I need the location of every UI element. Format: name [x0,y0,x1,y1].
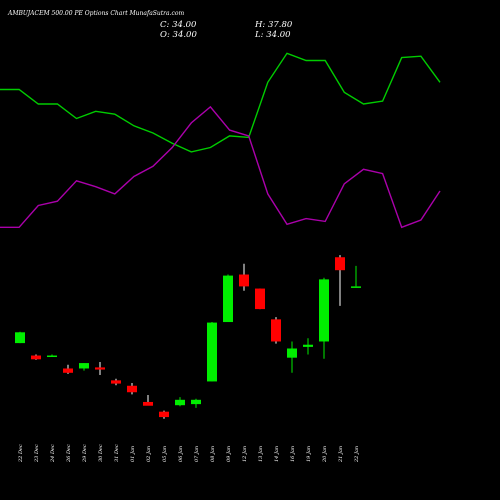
candle [239,263,249,291]
candle-body [31,355,41,360]
candle-body [127,385,137,393]
candle-body [175,399,185,406]
candle-body [143,401,153,406]
candle-body [47,355,57,358]
indicator-line-magenta [0,105,441,229]
candle-body [79,363,89,369]
x-tick-label: 20 Jan [322,446,328,463]
candle [319,277,329,359]
candle [351,265,361,288]
x-tick-label: 22 Jan [354,446,360,463]
candle-body [95,367,105,370]
candle [31,354,41,360]
x-tick-label: 16 Jan [290,446,296,462]
x-tick-label: 24 Dec [50,444,56,463]
x-tick-label: 06 Jan [178,446,184,462]
low-value: L: 34.00 [254,30,291,40]
x-tick-label: 14 Jan [274,446,280,462]
x-tick-label: 13 Jan [258,446,264,462]
candle [335,255,345,306]
x-tick-label: 01 Jan [130,446,136,462]
candle-body [63,368,73,373]
candle-body [319,279,329,342]
candle-body [351,286,361,288]
candle-body [303,344,313,347]
candle-body [159,411,169,418]
candle-body [271,319,281,342]
candle [127,383,137,395]
high-value: H: 37.80 [254,20,293,30]
candle [175,397,185,407]
candle [159,410,169,419]
candle [223,274,233,323]
candle [287,341,297,373]
x-tick-label: 26 Dec [66,444,72,463]
x-axis-labels: 22 Dec 23 Dec 24 Dec 26 Dec 29 Dec 30 Dec 31 D… [18,444,360,463]
candle [303,338,313,355]
x-tick-label: 09 Jan [226,446,232,462]
candle [95,362,105,375]
candle [207,322,217,382]
x-tick-label: 12 Jan [242,446,248,462]
indicator-lines [0,52,441,229]
candle-body [111,380,121,384]
x-tick-label: 29 Dec [82,444,88,463]
candle [63,364,73,374]
x-tick-label: 30 Dec [98,444,104,462]
x-tick-label: 02 Jan [146,446,152,462]
indicator-line-green [0,52,441,153]
x-tick-label: 05 Jan [162,446,168,462]
chart-title: AMBUJACEM 500.00 PE Options Chart Munafa… [7,10,184,17]
candle [79,363,89,371]
x-tick-label: 08 Jan [210,446,216,462]
x-tick-label: 22 Dec [18,444,24,463]
x-tick-label: 23 Dec [34,444,40,463]
candle-body [191,399,201,405]
candle-body [255,288,265,310]
candle [271,317,281,344]
candle-body [335,257,345,271]
candle-body [15,332,25,344]
candlesticks [15,255,361,419]
candle-body [223,275,233,323]
x-tick-label: 21 Jan [338,446,344,463]
candle [143,394,153,406]
candle [15,331,25,344]
x-tick-label: 07 Jan [194,446,200,462]
candle [255,288,265,310]
candle [191,398,201,408]
candle-body [287,348,297,358]
candle [47,354,57,358]
close-value: C: 34.00 [160,20,197,30]
x-tick-label: 31 Dec [114,444,120,462]
candle [111,378,121,386]
x-tick-label: 19 Jan [306,446,312,462]
candle-body [207,322,217,382]
open-value: O: 34.00 [160,30,197,40]
candle-body [239,274,249,287]
